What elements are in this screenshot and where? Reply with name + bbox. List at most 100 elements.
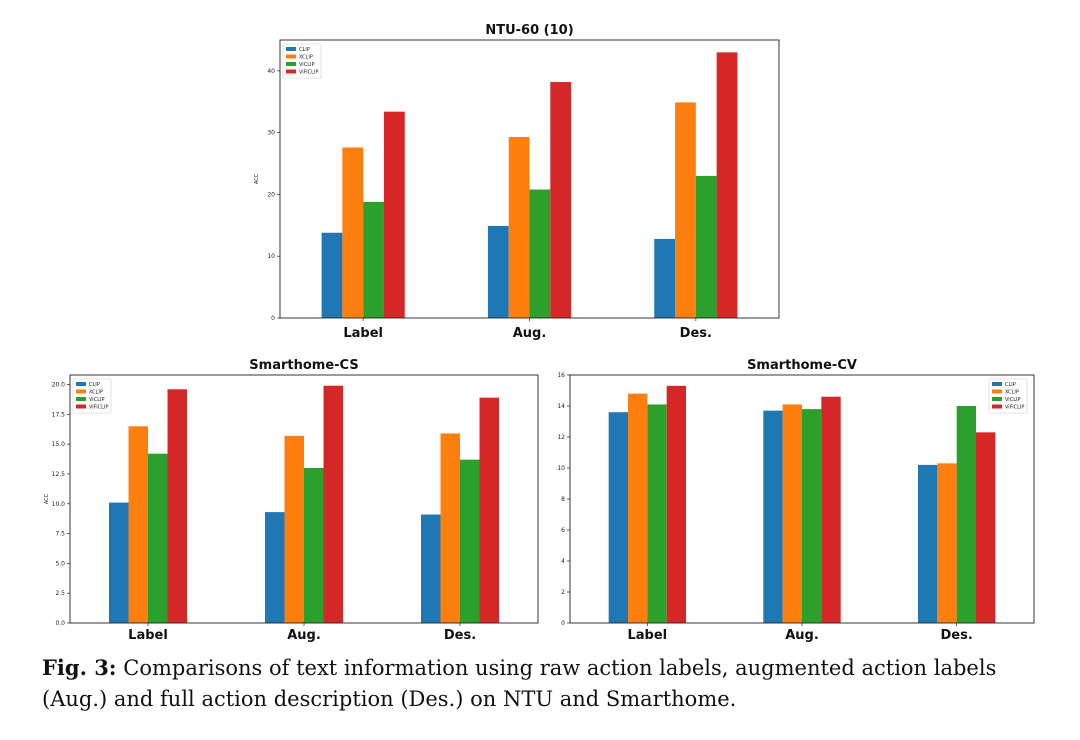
y-tick-label: 10 bbox=[267, 253, 275, 260]
plot-frame bbox=[279, 39, 780, 319]
legend-swatch-clip bbox=[286, 47, 296, 51]
x-tick-label-label: Label bbox=[628, 628, 668, 643]
y-tick-label: 30 bbox=[267, 130, 275, 137]
bar-viclip-label bbox=[647, 404, 667, 623]
bar-vificlip-label bbox=[167, 389, 187, 623]
bar-clip-aug bbox=[487, 225, 509, 318]
y-tick-label: 14 bbox=[557, 403, 565, 410]
legend-label-xclip: XCLIP bbox=[1005, 390, 1019, 396]
legend-label-viclip: ViCLIP bbox=[299, 62, 314, 68]
bar-xclip-aug bbox=[508, 136, 530, 318]
bar-clip-des bbox=[421, 514, 441, 623]
x-tick-label-aug: Aug. bbox=[513, 326, 547, 341]
y-tick-label: 16 bbox=[557, 372, 565, 379]
legend-swatch-clip bbox=[992, 382, 1002, 386]
legend-swatch-xclip bbox=[992, 389, 1002, 394]
bar-xclip-aug bbox=[782, 404, 802, 623]
y-axis-label: ACC bbox=[254, 173, 260, 184]
bar-xclip-des bbox=[675, 102, 696, 318]
y-tick-label: 15.0 bbox=[52, 441, 66, 448]
legend-label-vificlip: ViFiCLIP bbox=[1005, 405, 1024, 411]
bar-viclip-label bbox=[363, 201, 384, 318]
legend-swatch-vificlip bbox=[286, 69, 296, 74]
y-tick-label: 40 bbox=[267, 68, 275, 75]
bar-xclip-label bbox=[628, 393, 648, 623]
caption-text: Comparisons of text information using ra… bbox=[42, 656, 997, 711]
y-tick-label: 0 bbox=[561, 620, 565, 627]
bar-xclip-des bbox=[937, 463, 957, 623]
legend-label-clip: CLIP bbox=[299, 47, 310, 53]
bar-viclip-aug bbox=[529, 189, 551, 318]
y-tick-label: 10.0 bbox=[52, 501, 66, 508]
bar-vificlip-des bbox=[716, 52, 738, 318]
chart-svg: NTU-60 (10) ACC 0 10 20 30 40 Label Aug. Des. CLIP… bbox=[254, 23, 780, 341]
legend-label-viclip: ViCLIP bbox=[89, 397, 104, 403]
legend-swatch-vificlip bbox=[76, 404, 86, 409]
chart-svg: Smarthome-CV 0 2 4 6 8 10 12 14 16 Label Aug. Des. CL… bbox=[557, 358, 1035, 643]
bar-vificlip-des bbox=[479, 397, 499, 623]
chart-smarthome-cv: Smarthome-CV 0 2 4 6 8 10 12 14 16 Label Aug. Des. CL… bbox=[545, 352, 1040, 647]
legend-label-xclip: XCLIP bbox=[299, 55, 313, 61]
plot-frame bbox=[569, 374, 1035, 624]
figure-caption: Fig. 3: Comparisons of text information … bbox=[42, 652, 1047, 715]
y-tick-label: 12.5 bbox=[52, 471, 66, 478]
x-tick-label-label: Label bbox=[128, 628, 168, 643]
bar-viclip-des bbox=[956, 406, 976, 623]
bar-viclip-aug bbox=[802, 409, 822, 623]
bar-clip-label bbox=[608, 412, 628, 623]
x-tick-label-label: Label bbox=[343, 326, 383, 341]
bar-clip-des bbox=[654, 238, 676, 318]
bar-viclip-aug bbox=[304, 468, 324, 623]
bar-vificlip-des bbox=[976, 432, 996, 623]
y-tick-label: 2 bbox=[561, 589, 565, 596]
x-tick-label-aug: Aug. bbox=[287, 628, 321, 643]
bar-vificlip-aug bbox=[550, 82, 572, 319]
y-tick-label: 0.0 bbox=[55, 620, 65, 627]
bar-vificlip-label bbox=[666, 385, 686, 623]
bar-xclip-des bbox=[440, 433, 460, 623]
y-tick-label: 17.5 bbox=[52, 411, 66, 418]
caption-label: Fig. 3: bbox=[42, 655, 117, 680]
y-tick-label: 4 bbox=[561, 558, 565, 565]
y-tick-label: 8 bbox=[561, 496, 565, 503]
legend-swatch-vificlip bbox=[992, 404, 1002, 409]
y-tick-label: 20 bbox=[267, 191, 275, 198]
bar-viclip-des bbox=[460, 459, 480, 623]
x-tick-label-des: Des. bbox=[680, 326, 712, 341]
legend-label-clip: CLIP bbox=[89, 382, 100, 388]
bar-vificlip-label bbox=[383, 111, 405, 318]
chart-ntu60: NTU-60 (10) ACC 0 10 20 30 40 Label Aug. Des. CLIP… bbox=[245, 15, 785, 345]
y-tick-label: 10 bbox=[557, 465, 565, 472]
legend-swatch-xclip bbox=[76, 389, 86, 394]
chart-svg: Smarthome-CS ACC 0.0 2.5 5.0 7.5 10.0 12.5 15.0 1… bbox=[44, 358, 539, 643]
bar-vificlip-aug bbox=[821, 396, 841, 623]
y-axis-label: ACC bbox=[44, 493, 50, 504]
bar-clip-label bbox=[321, 232, 343, 318]
x-tick-label-des: Des. bbox=[444, 628, 476, 643]
legend-swatch-xclip bbox=[286, 54, 296, 59]
y-tick-label: 2.5 bbox=[55, 590, 65, 597]
legend-swatch-clip bbox=[76, 382, 86, 386]
legend-swatch-viclip bbox=[992, 397, 1002, 401]
chart-title: Smarthome-CS bbox=[249, 358, 358, 373]
bar-vificlip-aug bbox=[323, 385, 343, 623]
chart-title: NTU-60 (10) bbox=[485, 23, 573, 38]
bar-clip-label bbox=[109, 502, 129, 623]
y-tick-label: 7.5 bbox=[55, 531, 65, 538]
bar-viclip-label bbox=[148, 453, 168, 623]
y-tick-label: 20.0 bbox=[52, 382, 66, 389]
legend-label-clip: CLIP bbox=[1005, 382, 1016, 388]
x-tick-label-des: Des. bbox=[941, 628, 973, 643]
y-tick-label: 12 bbox=[557, 434, 565, 441]
legend-label-viclip: ViCLIP bbox=[1005, 397, 1020, 403]
bar-xclip-label bbox=[342, 147, 364, 318]
bar-clip-aug bbox=[763, 410, 783, 623]
y-tick-label: 6 bbox=[561, 527, 565, 534]
bar-clip-des bbox=[918, 464, 938, 623]
y-tick-label: 5.0 bbox=[55, 560, 65, 567]
legend-swatch-viclip bbox=[76, 397, 86, 401]
y-tick-label: 0 bbox=[271, 315, 275, 322]
